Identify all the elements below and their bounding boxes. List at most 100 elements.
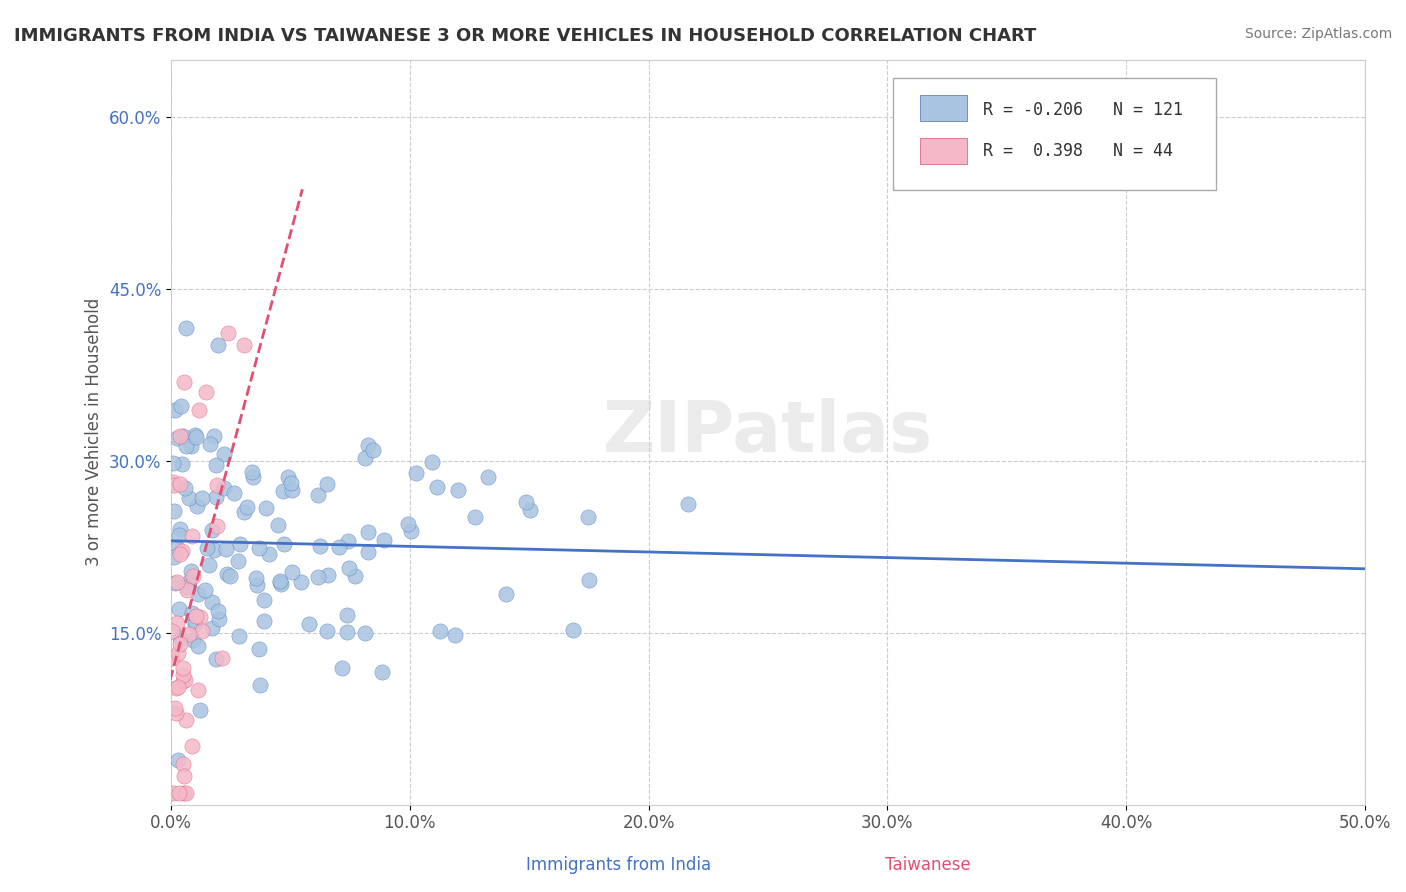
Text: ZIPatlas: ZIPatlas: [603, 398, 934, 467]
Point: [180, 529, 202, 543]
Point: [173, 769, 195, 783]
Point: [167, 528, 190, 542]
Point: [166, 647, 188, 661]
Text: R =  0.398   N = 44: R = 0.398 N = 44: [983, 142, 1173, 161]
Point: [336, 625, 359, 640]
Point: [174, 321, 197, 335]
Point: [519, 503, 541, 517]
Point: [177, 575, 200, 590]
Point: [224, 485, 246, 500]
Point: [176, 580, 198, 594]
Point: [246, 578, 269, 592]
Point: [167, 753, 190, 767]
Point: [172, 674, 194, 689]
Point: [370, 665, 392, 680]
Point: [167, 680, 190, 694]
Text: IMMIGRANTS FROM INDIA VS TAIWANESE 3 OR MORE VEHICLES IN HOUSEHOLD CORRELATION C: IMMIGRANTS FROM INDIA VS TAIWANESE 3 OR …: [14, 27, 1036, 45]
Point: [163, 576, 186, 591]
Point: [186, 499, 208, 513]
Y-axis label: 3 or more Vehicles in Household: 3 or more Vehicles in Household: [86, 298, 103, 566]
Point: [166, 541, 188, 555]
Point: [267, 517, 290, 532]
Point: [177, 626, 200, 640]
Point: [163, 549, 186, 564]
Point: [172, 668, 194, 682]
Point: [165, 403, 187, 417]
Point: [162, 650, 184, 665]
Point: [236, 500, 259, 515]
Point: [172, 757, 194, 772]
Point: [307, 570, 329, 584]
Point: [162, 503, 184, 517]
Point: [169, 399, 191, 413]
Point: [316, 568, 339, 582]
Point: [247, 642, 270, 657]
Point: [173, 375, 195, 389]
Point: [247, 541, 270, 555]
Point: [163, 477, 186, 491]
Point: [357, 438, 380, 452]
Point: [298, 617, 321, 632]
Point: [373, 533, 395, 547]
Point: [253, 614, 276, 628]
FancyBboxPatch shape: [893, 78, 1216, 190]
Point: [444, 628, 467, 642]
Point: [202, 543, 225, 558]
Point: [232, 505, 254, 519]
Point: [174, 439, 197, 453]
Point: [576, 510, 599, 524]
Point: [169, 637, 191, 651]
Point: [174, 673, 197, 687]
Text: Taiwanese: Taiwanese: [886, 856, 970, 874]
Point: [477, 470, 499, 484]
Point: [201, 621, 224, 635]
Point: [184, 430, 207, 444]
Point: [269, 574, 291, 588]
Point: [172, 544, 194, 558]
Point: [167, 602, 190, 616]
Point: [208, 612, 231, 626]
Point: [361, 443, 384, 458]
Point: [200, 437, 222, 451]
Point: [165, 681, 187, 695]
FancyBboxPatch shape: [920, 138, 967, 164]
Point: [229, 537, 252, 551]
Point: [172, 428, 194, 442]
Point: [181, 739, 204, 753]
Point: [172, 661, 194, 675]
Point: [277, 470, 299, 484]
Point: [184, 428, 207, 442]
Point: [426, 480, 449, 494]
Point: [165, 700, 187, 714]
Point: [195, 541, 218, 555]
Point: [205, 458, 228, 472]
Point: [678, 497, 700, 511]
Point: [169, 522, 191, 536]
Point: [162, 475, 184, 489]
Point: [169, 786, 191, 800]
Point: [201, 594, 224, 608]
Point: [187, 587, 209, 601]
Point: [174, 786, 197, 800]
Point: [280, 475, 302, 490]
Point: [169, 547, 191, 561]
Point: [269, 574, 291, 589]
Point: [162, 456, 184, 470]
Point: [357, 545, 380, 559]
Point: [252, 592, 274, 607]
Point: [233, 338, 256, 352]
Point: [562, 624, 585, 638]
Point: [162, 786, 184, 800]
Point: [207, 338, 229, 352]
Point: [354, 626, 377, 640]
Point: [270, 576, 292, 591]
Point: [578, 573, 600, 587]
FancyBboxPatch shape: [920, 95, 967, 121]
Point: [249, 678, 271, 692]
Point: [188, 403, 211, 417]
Point: [343, 569, 366, 583]
Point: [316, 476, 339, 491]
Point: [214, 542, 236, 557]
Point: [405, 466, 427, 480]
Point: [464, 509, 486, 524]
